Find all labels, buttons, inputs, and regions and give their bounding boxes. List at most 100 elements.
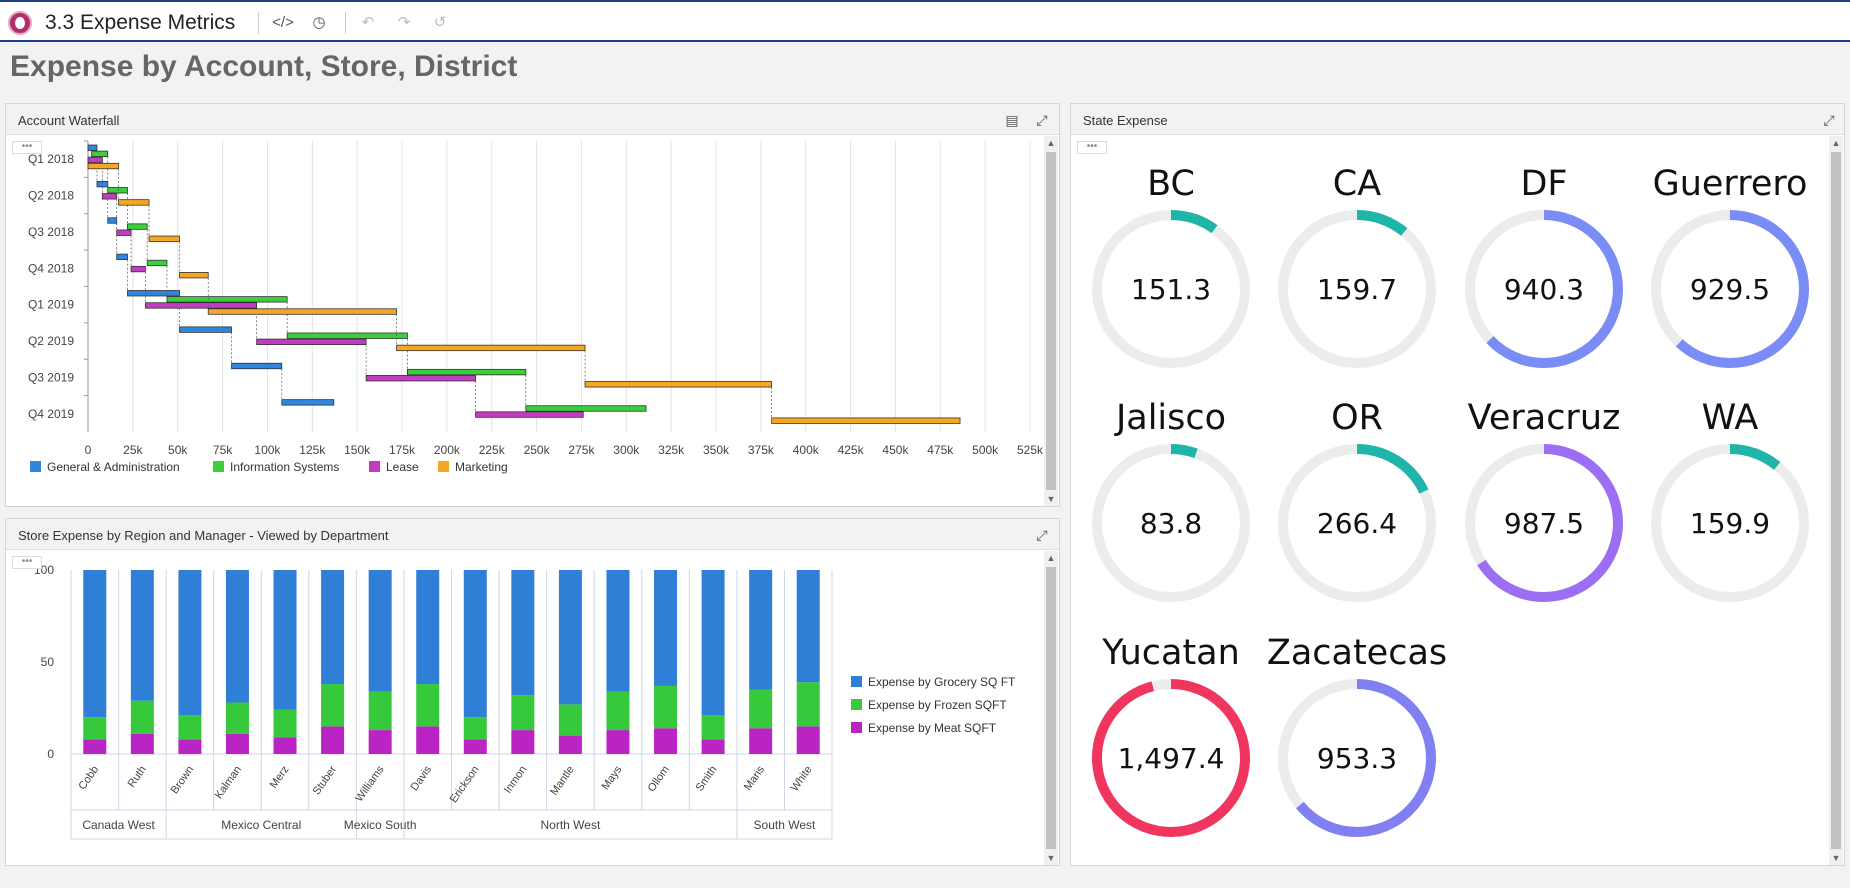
panel-header: Account Waterfall ▤ ⤢ (6, 104, 1059, 135)
gauge-value: 987.5 (1504, 507, 1584, 540)
expand-icon[interactable]: ⤢ (1036, 112, 1048, 128)
gauge-arc (1278, 679, 1436, 837)
y-tick-label: Q3 2018 (28, 225, 74, 239)
waterfall-bar (107, 217, 118, 224)
x-tick-label: Williams (353, 763, 387, 804)
export-icon[interactable]: ▤ (1005, 112, 1019, 128)
scroll-thumb[interactable] (1046, 567, 1056, 849)
legend-label: Marketing (455, 460, 508, 474)
waterfall-bar (406, 368, 527, 376)
x-tick-label: 50k (168, 443, 188, 457)
waterfall-bar (127, 290, 180, 297)
panel-title: Store Expense by Region and Manager - Vi… (18, 528, 389, 543)
stacked-bar-segment (796, 682, 820, 727)
x-tick-label: Inmon (502, 764, 529, 796)
state-scrollbar[interactable]: ▲ ▼ (1829, 136, 1843, 865)
scroll-down-icon[interactable]: ▼ (1831, 853, 1841, 863)
stacked-bar-segment (463, 570, 487, 718)
stacked-bar-segment (83, 717, 107, 740)
x-tick-label: 475k (927, 443, 954, 457)
waterfall-bar (130, 265, 146, 273)
reset-icon[interactable]: ↺ (433, 14, 447, 31)
stacked-bar-segment (654, 728, 678, 754)
stacked-bar-segment (416, 726, 440, 754)
x-tick-label: Cobb (76, 764, 101, 792)
waterfall-chart: 0 25k 50k 75k 100k 125k 150k 175k 200k 225k 250k 27… (28, 140, 1044, 457)
scroll-thumb[interactable] (1831, 152, 1841, 849)
expand-icon[interactable]: ⤢ (1823, 112, 1835, 128)
undo-icon[interactable]: ↶ (361, 14, 375, 31)
redo-icon[interactable]: ↷ (397, 14, 411, 31)
state-gauges: BC 151.3 CA 159.7 DF 940.3 Guerrero 929.5 Jalisc… (1092, 164, 1809, 837)
panel-menu-button[interactable]: ••• (12, 141, 42, 154)
app-title: 3.3 Expense Metrics (45, 11, 236, 34)
waterfall-bar (91, 150, 109, 158)
waterfall-bar (145, 302, 258, 309)
gauge-arc (1465, 210, 1623, 368)
gauge-value: 159.9 (1690, 507, 1770, 540)
state-name-label: WA (1702, 398, 1759, 438)
stacked-bar-segment (130, 733, 154, 754)
x-tick-label: 150k (344, 443, 371, 457)
scroll-up-icon[interactable]: ▲ (1046, 138, 1056, 148)
history-icon[interactable]: ◷ (312, 14, 326, 31)
legend-item[interactable]: Expense by Meat SQFT (851, 721, 996, 735)
stacked-bar-segment (463, 739, 487, 754)
x-tick-label: 100k (254, 443, 281, 457)
x-tick-label: White (789, 764, 815, 794)
state-name-label: DF (1520, 164, 1567, 204)
stacked-bar-segment (368, 691, 392, 731)
toolbar-divider (345, 12, 346, 34)
state-expense-panel: State Expense ⤢ ••• BC 151.3 CA 159.7 DF 940.… (1070, 103, 1845, 866)
waterfall-bar (116, 253, 128, 261)
gauge-arc (1092, 444, 1250, 602)
x-tick-label: 125k (299, 443, 326, 457)
x-tick-label: Stuber (311, 764, 340, 798)
expand-icon[interactable]: ⤢ (1036, 527, 1048, 543)
x-tick-label: 0 (85, 443, 92, 457)
waterfall-bar (116, 229, 132, 236)
waterfall-bar (286, 332, 408, 339)
waterfall-bar (107, 187, 128, 194)
waterfall-bar (146, 259, 168, 267)
gauge-value: 940.3 (1504, 273, 1584, 306)
code-icon[interactable]: </> (272, 14, 294, 31)
waterfall-bar (87, 144, 98, 151)
legend-swatch (213, 461, 224, 472)
stacked-bar-segment (273, 709, 297, 738)
scroll-down-icon[interactable]: ▼ (1046, 494, 1056, 504)
legend-item[interactable]: General & Administration (30, 460, 180, 474)
legend-item[interactable]: Marketing (438, 460, 508, 474)
store-expense-panel: Store Expense by Region and Manager - Vi… (5, 518, 1060, 866)
x-tick-label: 400k (793, 443, 820, 457)
state-name-label: Guerrero (1653, 164, 1808, 204)
panel-header: State Expense ⤢ (1071, 104, 1844, 135)
waterfall-bar (148, 235, 180, 242)
gauge-arc (1092, 679, 1250, 837)
stacked-bar-segment (178, 570, 202, 716)
gauge-arc (1651, 210, 1809, 368)
store-scrollbar[interactable]: ▲ ▼ (1044, 551, 1058, 865)
state-name-label: Yucatan (1101, 633, 1240, 673)
panel-menu-button[interactable]: ••• (12, 556, 42, 569)
waterfall-scrollbar[interactable]: ▲ ▼ (1044, 136, 1058, 506)
scroll-thumb[interactable] (1046, 152, 1056, 490)
y-tick-label: Q2 2018 (28, 189, 74, 203)
x-tick-label: Erickson (448, 764, 482, 805)
x-tick-label: Mantle (548, 764, 577, 798)
x-tick-label: Smith (694, 764, 720, 794)
stacked-bar-segment (558, 735, 582, 754)
waterfall-bar (231, 362, 283, 370)
legend-item[interactable]: Information Systems (213, 460, 339, 474)
panel-menu-button[interactable]: ••• (1077, 141, 1107, 154)
scroll-up-icon[interactable]: ▲ (1046, 553, 1056, 563)
x-tick-label: 275k (568, 443, 595, 457)
gauge-value: 953.3 (1317, 742, 1397, 775)
legend-item[interactable]: Expense by Grocery SQ FT (851, 675, 1015, 689)
scroll-down-icon[interactable]: ▼ (1046, 853, 1056, 863)
state-name-label: CA (1333, 164, 1381, 204)
scroll-up-icon[interactable]: ▲ (1831, 138, 1841, 148)
legend-item[interactable]: Expense by Frozen SQFT (851, 698, 1007, 712)
legend-item[interactable]: Lease (369, 460, 419, 474)
x-tick-label: 75k (213, 443, 233, 457)
